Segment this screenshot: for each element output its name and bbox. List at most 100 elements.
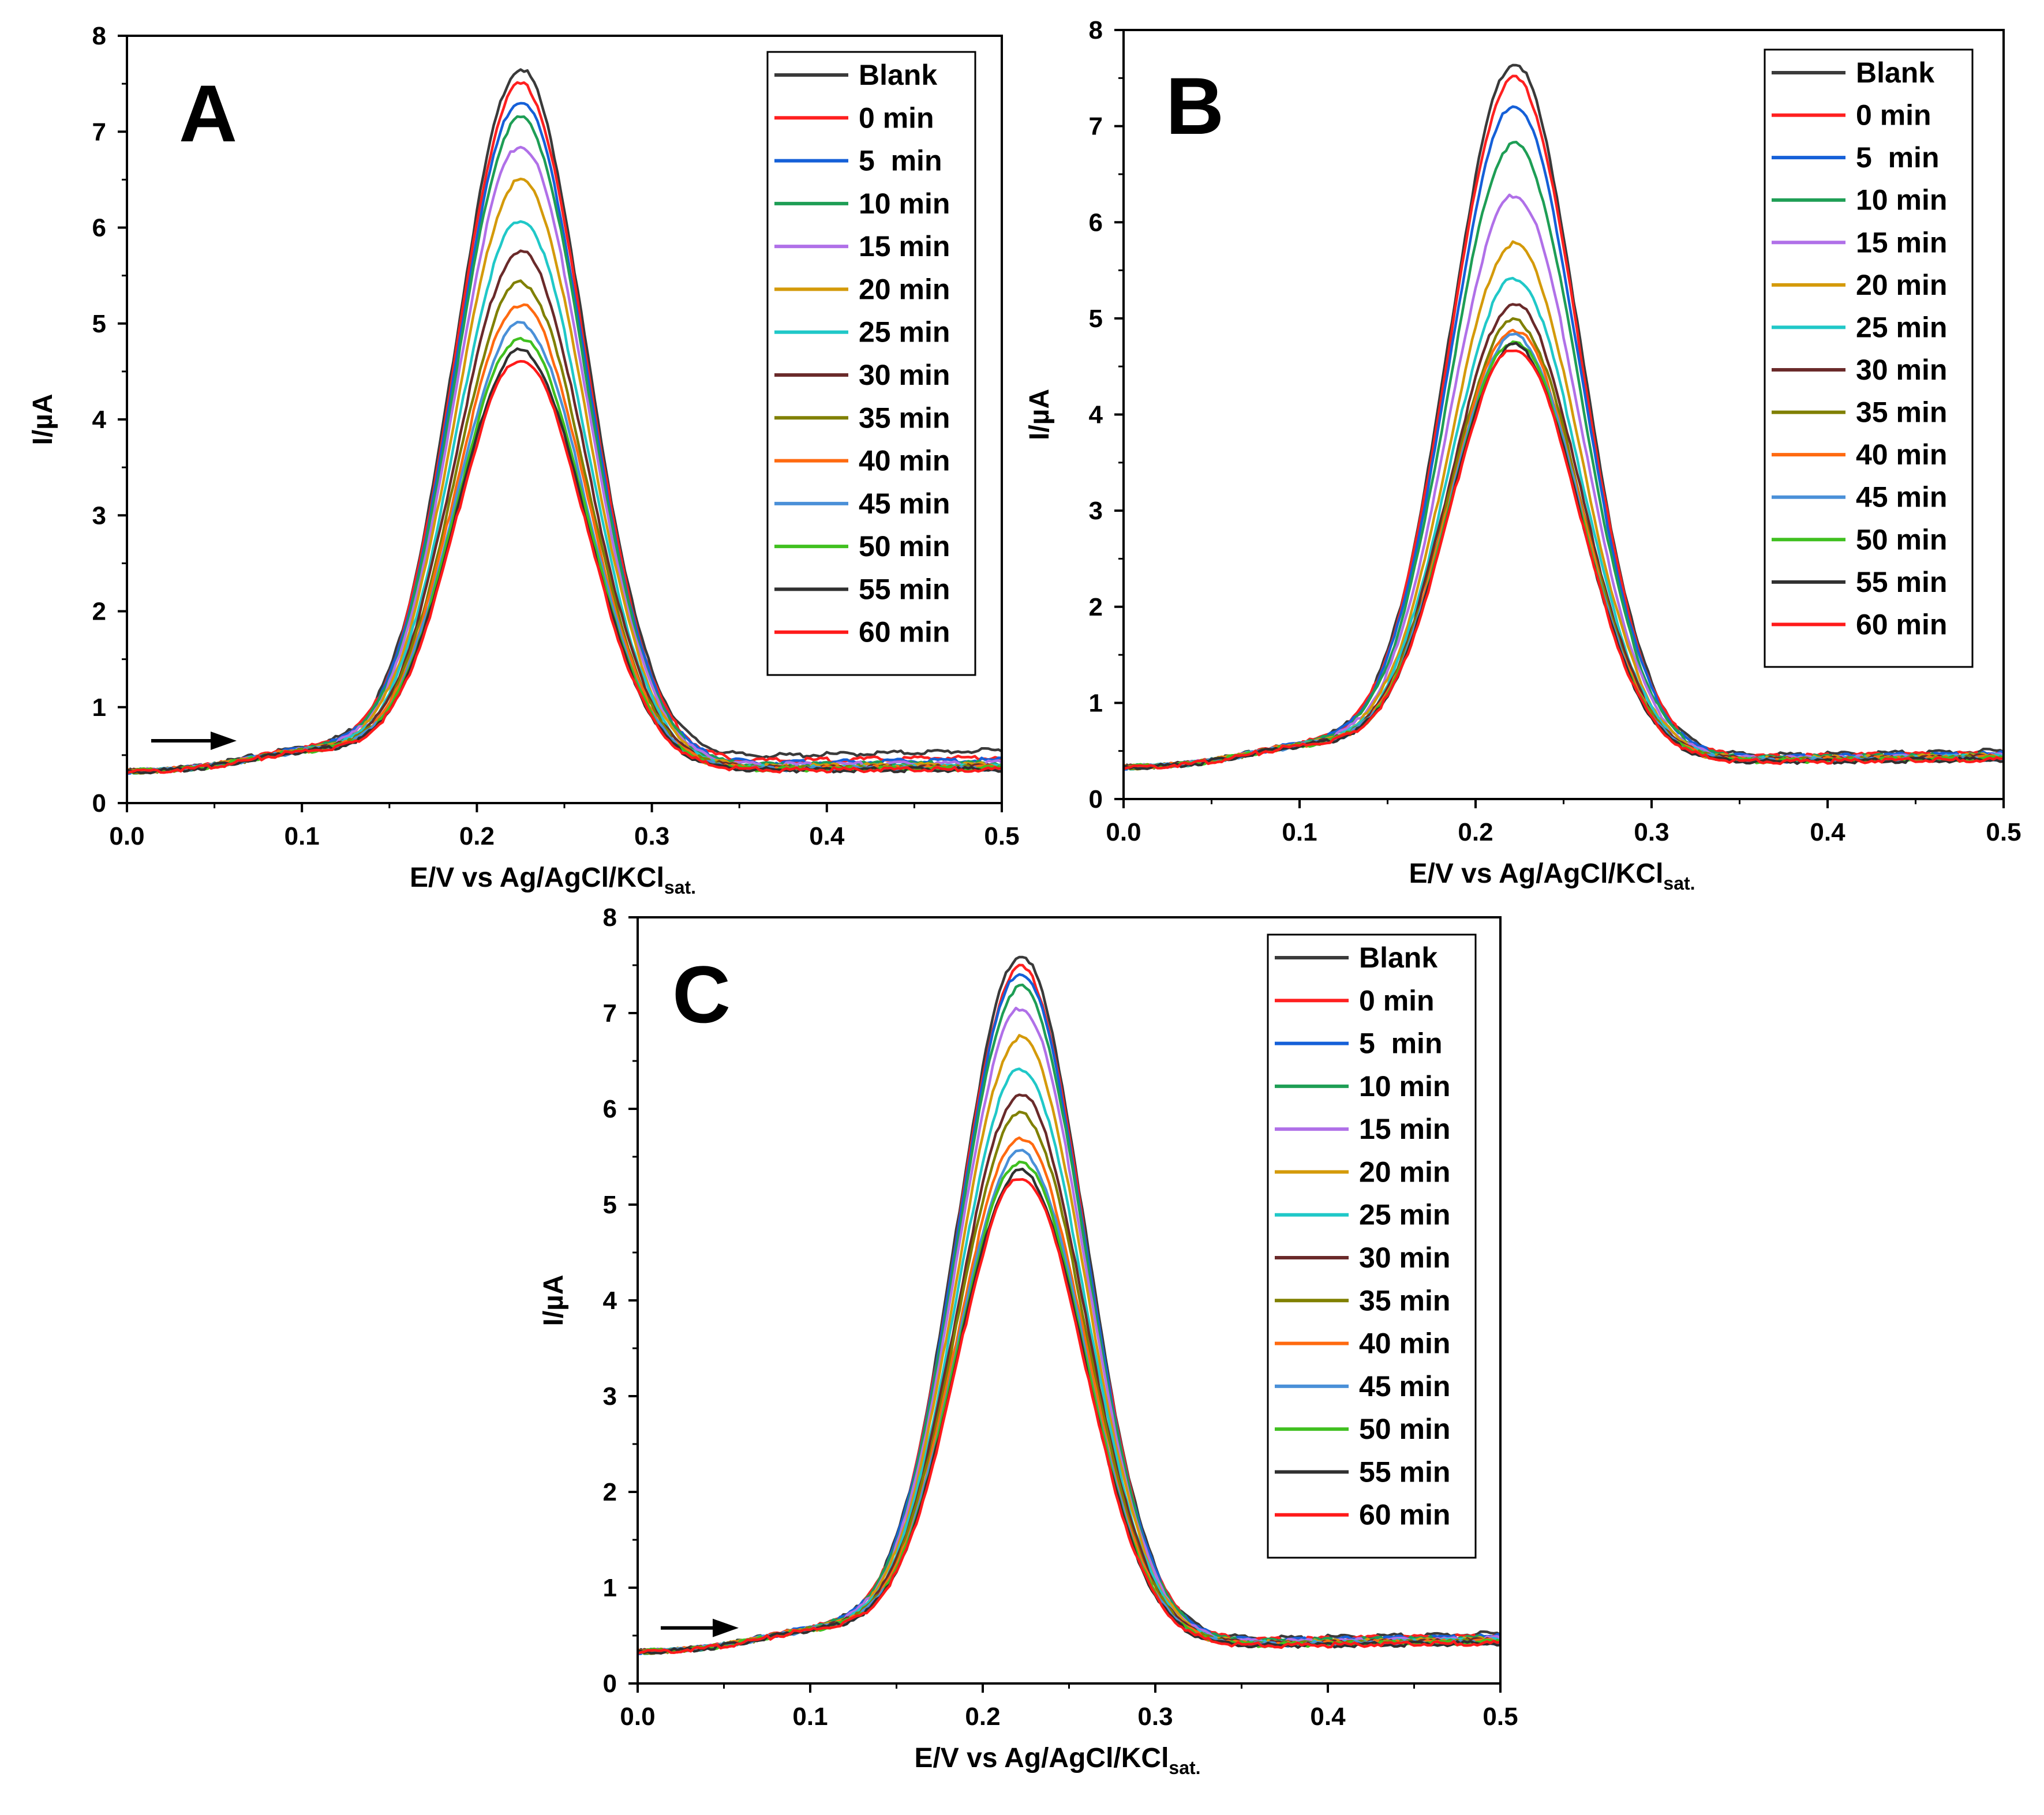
legend-label: 20 min: [859, 273, 950, 305]
x-tick-label: 0.2: [965, 1702, 1000, 1731]
x-tick-label: 0.0: [620, 1702, 655, 1731]
y-tick-label: 6: [1089, 208, 1103, 237]
y-tick-label: 8: [1089, 16, 1103, 44]
y-axis-label: I/µA: [1024, 389, 1055, 440]
legend-label: 30 min: [1359, 1242, 1450, 1274]
legend-label: Blank: [1856, 57, 1934, 89]
y-tick-label: 4: [603, 1287, 617, 1315]
legend-label: 45 min: [1359, 1370, 1450, 1402]
x-tick-label: 0.5: [1483, 1702, 1518, 1731]
legend-label: 25 min: [1359, 1199, 1450, 1231]
legend-label: 0 min: [1359, 984, 1435, 1017]
legend-label: 30 min: [859, 359, 950, 391]
y-tick-label: 7: [1089, 112, 1103, 141]
legend-label: 5 min: [1856, 141, 1939, 174]
legend-label: 10 min: [1359, 1070, 1450, 1102]
legend-label: 55 min: [1359, 1456, 1450, 1488]
legend-label: 5 min: [859, 145, 942, 177]
x-tick-label: 0.3: [1137, 1702, 1173, 1731]
legend-label: 0 min: [1856, 99, 1931, 132]
y-tick-label: 2: [1089, 593, 1103, 621]
x-axis-label: E/V vs Ag/AgCl/KClsat.: [410, 862, 696, 898]
legend-label: 20 min: [1856, 269, 1947, 301]
panel-label: A: [179, 68, 237, 159]
legend-label: 10 min: [859, 187, 950, 220]
x-tick-label: 0.1: [284, 822, 320, 850]
legend: Blank 0 min 5 min 10 min 15 min 20 min 25 min 3…: [766, 51, 976, 676]
legend-label: 25 min: [859, 316, 950, 348]
x-tick-label: 0.2: [1458, 818, 1493, 846]
legend-label: 15 min: [1359, 1113, 1450, 1145]
legend-label: 55 min: [1856, 566, 1947, 598]
legend-label: 40 min: [1856, 438, 1947, 471]
y-tick-label: 2: [92, 598, 106, 626]
panel-label: B: [1166, 61, 1224, 151]
panel-label: C: [672, 949, 731, 1040]
legend-label: 50 min: [1856, 523, 1947, 556]
x-axis-label: E/V vs Ag/AgCl/KClsat.: [1409, 858, 1695, 894]
y-tick-label: 7: [92, 118, 106, 146]
legend-label: 40 min: [1359, 1327, 1450, 1360]
y-tick-label: 8: [92, 22, 106, 50]
x-tick-label: 0.4: [1810, 818, 1845, 846]
legend-label: 20 min: [1359, 1156, 1450, 1188]
legend-label: 30 min: [1856, 354, 1947, 386]
legend: Blank 0 min 5 min 10 min 15 min 20 min 25 min 3…: [1267, 933, 1477, 1559]
legend-label: 15 min: [1856, 226, 1947, 258]
y-tick-label: 1: [603, 1574, 617, 1602]
chart-panel-b: 0.0 0.1 0.2 0.3 0.4 0.5 0 1 2 3 4 5 6 7 8 E/V vs Ag/AgC…: [1024, 16, 2021, 894]
legend-label: 50 min: [1359, 1413, 1450, 1445]
legend-box: [766, 51, 976, 676]
y-tick-label: 4: [1089, 401, 1103, 429]
legend-label: 10 min: [1856, 184, 1947, 216]
y-tick-label: 0: [603, 1670, 617, 1698]
y-tick-label: 3: [1089, 497, 1103, 525]
x-tick-label: 0.0: [109, 822, 144, 850]
y-tick-label: 5: [1089, 305, 1103, 333]
series-line-60-min: [1123, 349, 2004, 770]
legend-label: 5 min: [1359, 1028, 1442, 1060]
x-tick-label: 0.3: [634, 822, 669, 850]
legend-label: 45 min: [1856, 481, 1947, 513]
legend-label: 50 min: [859, 530, 950, 562]
x-tick-label: 0.4: [809, 822, 845, 850]
y-tick-label: 7: [603, 999, 617, 1028]
y-tick-label: 1: [1089, 689, 1103, 717]
y-tick-label: 5: [92, 310, 106, 338]
x-tick-label: 0.1: [1282, 818, 1317, 846]
legend-label: 15 min: [859, 230, 950, 262]
legend-box: [1267, 933, 1477, 1559]
y-tick-label: 6: [92, 214, 106, 242]
arrow-head-icon: [713, 1618, 739, 1637]
legend-label: 60 min: [859, 616, 950, 648]
legend-label: 0 min: [859, 102, 934, 134]
legend-label: 40 min: [859, 445, 950, 477]
y-tick-label: 2: [603, 1478, 617, 1506]
series-line-60-min: [126, 359, 1002, 774]
y-tick-label: 4: [92, 406, 107, 434]
y-tick-label: 6: [603, 1095, 617, 1123]
y-tick-label: 0: [92, 789, 106, 817]
series-line-60-min: [637, 1178, 1501, 1655]
legend-label: 25 min: [1856, 311, 1947, 343]
x-tick-label: 0.1: [792, 1702, 828, 1731]
legend-label: Blank: [1359, 942, 1437, 974]
legend-label: 60 min: [1359, 1499, 1450, 1531]
y-axis-label: I/µA: [538, 1275, 569, 1326]
legend: Blank 0 min 5 min 10 min 15 min 20 min 25 min 3…: [1764, 48, 1974, 668]
y-tick-label: 5: [603, 1191, 617, 1219]
chart-panel-c: 0.0 0.1 0.2 0.3 0.4 0.5 0 1 2 3 4 5 6 7 8 E/V vs Ag/AgC…: [538, 903, 1518, 1778]
legend-label: 35 min: [1856, 396, 1947, 429]
y-tick-label: 0: [1089, 785, 1103, 813]
legend-label: Blank: [859, 59, 937, 91]
y-tick-label: 8: [603, 903, 617, 932]
legend-label: 60 min: [1856, 608, 1947, 640]
legend-label: 35 min: [1359, 1284, 1450, 1317]
legend-box: [1764, 48, 1974, 668]
x-tick-label: 0.4: [1310, 1702, 1346, 1731]
y-axis-label: I/µA: [28, 394, 58, 445]
y-tick-label: 3: [92, 501, 106, 530]
y-tick-label: 1: [92, 693, 106, 722]
legend-label: 45 min: [859, 487, 950, 520]
